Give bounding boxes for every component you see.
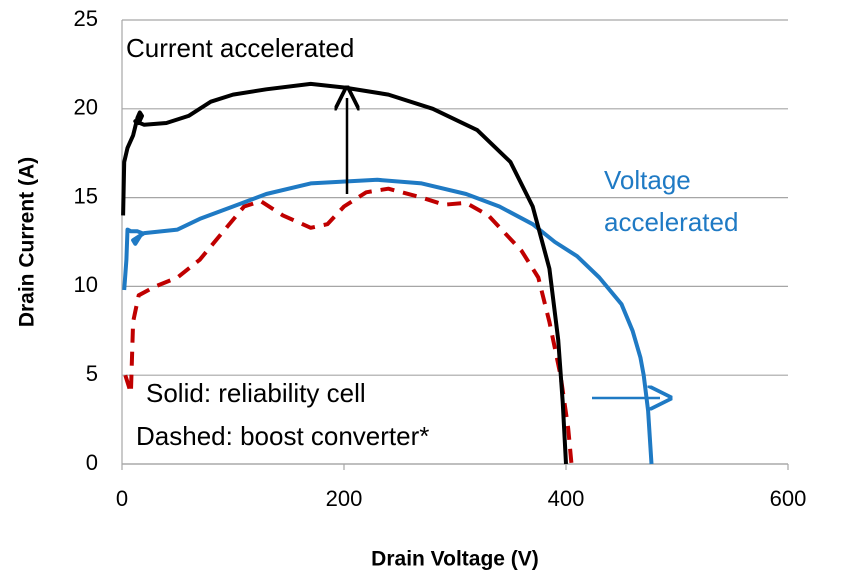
line-series — [123, 186, 574, 465]
y-tick-label: 0 — [86, 450, 98, 475]
line-series — [122, 177, 654, 465]
x-tick-label: 0 — [116, 486, 128, 511]
y-tick-label: 25 — [74, 6, 98, 31]
y-tick-label: 5 — [86, 361, 98, 386]
x-axis-title: Drain Voltage (V) — [371, 548, 539, 571]
y-tick-label: 20 — [74, 95, 98, 120]
annotation: accelerated — [604, 207, 738, 237]
x-tick-label: 400 — [548, 486, 585, 511]
annotation: Current accelerated — [126, 33, 354, 63]
y-tick-label: 15 — [74, 183, 98, 208]
line-series — [121, 81, 568, 465]
x-tick-label: 200 — [326, 486, 363, 511]
annotation: Voltage — [604, 165, 691, 195]
y-axis-title: Drain Current (A) — [16, 157, 39, 327]
y-tick-label: 10 — [74, 272, 98, 297]
annotation: Solid: reliability cell — [146, 378, 366, 408]
x-tick-label: 600 — [770, 486, 807, 511]
annotation: Dashed: boost converter* — [136, 421, 429, 451]
